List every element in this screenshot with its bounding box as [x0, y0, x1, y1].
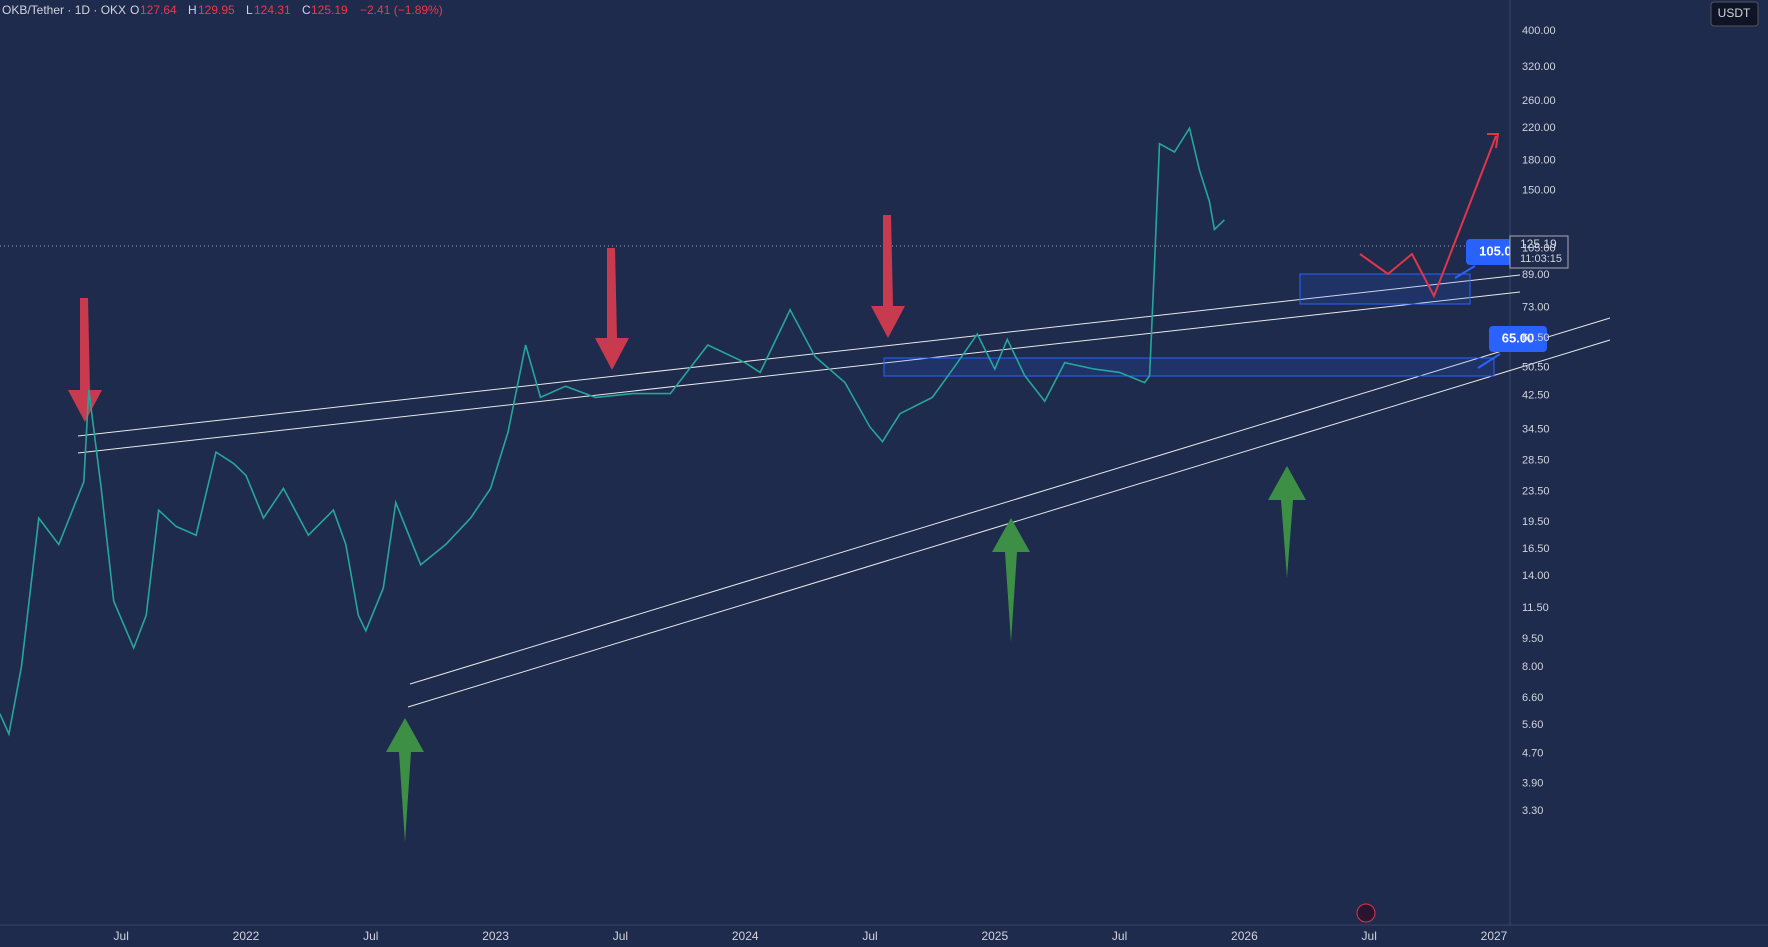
time-tick-label: 2022 — [233, 929, 260, 943]
price-tick-label: 34.50 — [1522, 423, 1550, 435]
price-tick-label: 16.50 — [1522, 543, 1550, 555]
up-arrow — [1268, 466, 1306, 578]
trend-line — [77, 274, 1521, 437]
price-tick-label: 220.00 — [1522, 122, 1556, 134]
down-arrow — [595, 248, 629, 370]
price-tick-label: 50.50 — [1522, 361, 1550, 373]
projection-arrowhead — [1487, 133, 1500, 149]
trend-line — [409, 317, 1611, 685]
price-tick-label: 19.50 — [1522, 516, 1550, 528]
price-tick-label: 42.50 — [1522, 389, 1550, 401]
ohlc-value: 125.19 — [311, 3, 348, 17]
currency-button[interactable] — [1710, 1, 1759, 27]
green-arrows — [386, 466, 1306, 842]
ohlc: O 127.64 H 129.95 L 124.31 C 125.19 −2.4… — [130, 3, 443, 17]
currency-label[interactable]: USDT — [1718, 6, 1751, 20]
time-tick-label: Jul — [613, 929, 628, 943]
time-tick-label: Jul — [1362, 929, 1377, 943]
projection-path — [1359, 135, 1497, 299]
callout-text: 105.00 — [1479, 243, 1519, 258]
time-tick-label: 2023 — [482, 929, 509, 943]
price-tick-label: 400.00 — [1522, 25, 1556, 37]
price-tick-label: 89.00 — [1522, 269, 1550, 281]
ohlc-value: 129.95 — [198, 3, 235, 17]
time-tick-label: 2026 — [1231, 929, 1258, 943]
time-tick-label: Jul — [862, 929, 877, 943]
price-tick-label: 320.00 — [1522, 61, 1556, 73]
callout-line — [1477, 353, 1501, 369]
price-tick-label: 3.90 — [1522, 778, 1543, 790]
price-tick-label: 9.50 — [1522, 633, 1543, 645]
last-price-label: 125.19 — [1520, 237, 1557, 251]
last-price-tag — [1509, 235, 1569, 269]
red-arrows — [68, 215, 905, 422]
price-tick-label: 150.00 — [1522, 184, 1556, 196]
price-tick-label: 23.50 — [1522, 486, 1550, 498]
countdown: 11:03:15 — [1520, 253, 1562, 265]
zone-box — [883, 357, 1495, 377]
price-tick-label: 73.00 — [1522, 301, 1550, 313]
down-arrow — [68, 298, 102, 422]
price-tick-label: 260.00 — [1522, 95, 1556, 107]
ohlc-key: O — [130, 3, 139, 17]
time-tick-label: 2024 — [732, 929, 759, 943]
trend-line — [77, 291, 1521, 454]
up-arrow — [386, 718, 424, 842]
time-tick-label: Jul — [1112, 929, 1127, 943]
ohlc-value: 124.31 — [254, 3, 291, 17]
time-tick-label: Jul — [114, 929, 129, 943]
price-tick-label: 11.50 — [1522, 602, 1549, 614]
ohlc-change: −2.41 (−1.89%) — [360, 3, 443, 17]
callout-line — [1454, 265, 1476, 279]
ohlc-key: L — [246, 3, 253, 17]
alert-icon[interactable] — [1356, 903, 1376, 923]
price-tick-label: 8.00 — [1522, 661, 1543, 673]
zone-box — [1299, 273, 1471, 305]
ohlc-key: C — [302, 3, 311, 17]
price-tick-label: 4.70 — [1522, 747, 1543, 759]
ohlc-key: H — [188, 3, 197, 17]
price-trace — [0, 126, 1225, 737]
price-tick-label: 14.00 — [1522, 570, 1550, 582]
callout-text: 65.00 — [1502, 330, 1535, 345]
callout-box — [1489, 326, 1547, 352]
price-tick-label: 180.00 — [1522, 155, 1556, 167]
price-tick-label: 6.60 — [1522, 692, 1543, 704]
time-tick-label: 2025 — [981, 929, 1008, 943]
dynamic-layer — [0, 126, 1225, 737]
price-tick-label: 60.50 — [1522, 332, 1550, 344]
time-tick-label: Jul — [363, 929, 378, 943]
price-tick-label: 3.30 — [1522, 805, 1543, 817]
time-tick-label: 2027 — [1481, 929, 1508, 943]
up-arrow — [992, 518, 1030, 642]
down-arrow — [871, 215, 905, 338]
price-tick-label: 28.50 — [1522, 454, 1550, 466]
price-tick-label: 5.60 — [1522, 719, 1543, 731]
ohlc-value: 127.64 — [140, 3, 177, 17]
price-tick-label: 105.00 — [1522, 242, 1556, 254]
header-symbol: OKB/Tether · 1D · OKX — [2, 3, 126, 17]
